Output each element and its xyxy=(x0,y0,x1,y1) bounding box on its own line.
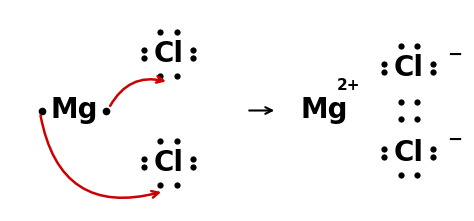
Text: −: − xyxy=(447,46,462,64)
Text: 2+: 2+ xyxy=(337,78,360,93)
Text: Cl: Cl xyxy=(154,149,183,177)
Text: Cl: Cl xyxy=(154,40,183,68)
Text: Cl: Cl xyxy=(394,54,424,82)
Text: Mg: Mg xyxy=(51,97,98,124)
Text: Cl: Cl xyxy=(394,139,424,167)
Text: Mg: Mg xyxy=(301,97,348,124)
Text: −: − xyxy=(447,131,462,149)
